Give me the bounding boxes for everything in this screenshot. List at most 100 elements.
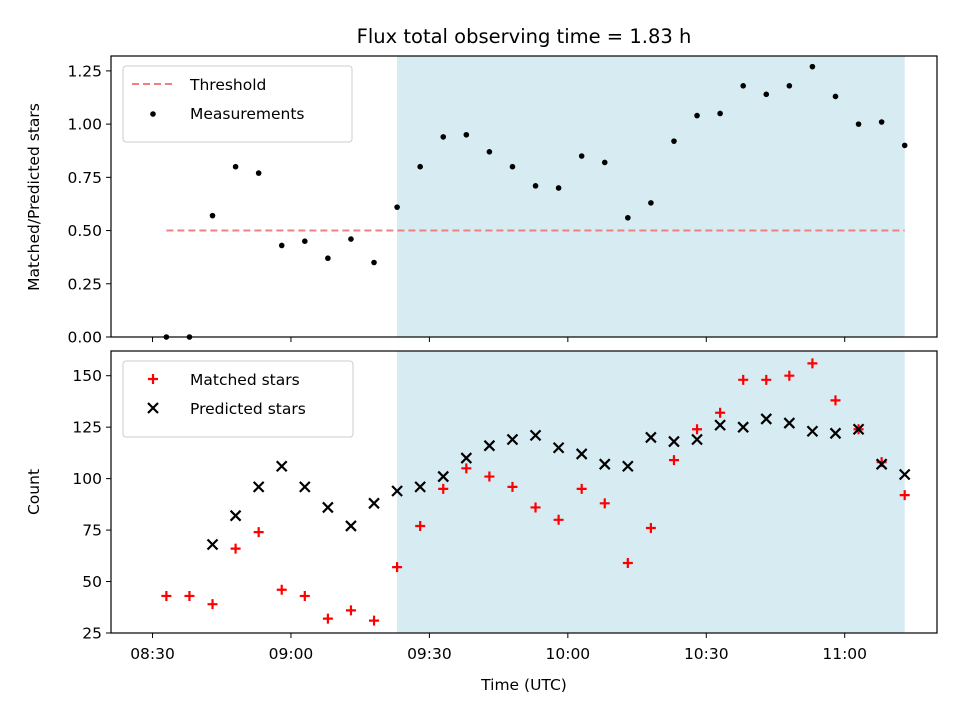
legend-box: [122, 360, 354, 438]
matched-stars-point: [415, 520, 426, 531]
matched-stars-point: [645, 523, 656, 534]
measurement-point: [463, 131, 470, 138]
y-tick-label: 150: [72, 367, 102, 385]
predicted-stars-point: [760, 413, 773, 425]
legend-label: Measurements: [190, 105, 305, 123]
predicted-stars-point: [529, 429, 542, 442]
x-tick-label: 10:30: [684, 645, 729, 663]
measurement-point: [486, 148, 493, 155]
predicted-stars-point: [437, 470, 450, 483]
predicted-stars-point: [783, 417, 796, 429]
measurement-point: [325, 255, 331, 262]
y-tick-label: 1.00: [67, 116, 102, 134]
y-tick-label: 50: [82, 573, 102, 591]
predicted-stars-point: [552, 441, 565, 454]
x-tick-label: 09:30: [407, 645, 452, 663]
matched-stars-point: [253, 527, 264, 538]
top-chart-title: Flux total observing time = 1.83 h: [357, 25, 692, 48]
matched-stars-point: [738, 374, 749, 385]
predicted-stars-point: [898, 468, 911, 481]
measurement-point: [232, 163, 239, 170]
measurement-point: [532, 183, 539, 189]
matched-stars-point: [184, 590, 195, 601]
bottom-y-axis-label: Count: [25, 469, 43, 515]
measurement-point: [625, 214, 631, 221]
legend-measurement-swatch: [150, 111, 156, 117]
measurement-point: [901, 142, 908, 149]
matched-stars-point: [576, 483, 587, 494]
predicted-stars-point: [229, 509, 242, 522]
top-legend: Threshold Measurements: [122, 65, 353, 143]
x-tick-label: 11:00: [822, 645, 867, 663]
matched-stars-point: [899, 490, 910, 501]
measurement-point: [440, 134, 447, 140]
matched-stars-point: [807, 358, 818, 369]
matched-stars-point: [692, 424, 703, 435]
predicted-stars-point: [252, 481, 265, 493]
plot-frame: [110, 55, 938, 338]
measurement-point: [601, 159, 608, 166]
x-tick-label: 08:30: [130, 645, 175, 663]
matched-stars-point: [369, 615, 380, 626]
x-tick-label: 09:00: [269, 645, 314, 663]
measurement-point: [878, 119, 885, 125]
predicted-stars-point: [598, 458, 611, 470]
matched-stars-point: [622, 558, 633, 569]
predicted-stars-point: [368, 497, 380, 510]
legend-predicted-swatch: [147, 402, 159, 414]
matched-stars-point: [322, 613, 333, 624]
y-tick-label: 0.75: [67, 169, 102, 187]
measurement-point: [371, 259, 377, 266]
matched-stars-point: [530, 502, 541, 513]
measurement-point: [417, 163, 423, 170]
measurement-point: [763, 91, 770, 98]
predicted-stars-point: [691, 433, 703, 446]
series-predicted-stars: [206, 413, 911, 551]
top-y-axis-label: Matched/Predicted stars: [25, 103, 43, 291]
measurement-point: [717, 110, 723, 117]
y-tick-label: 75: [82, 522, 102, 540]
measurement-point: [278, 242, 285, 249]
y-tick-label: 0.25: [67, 275, 102, 293]
legend-label: Matched stars: [190, 371, 300, 389]
matched-stars-point: [299, 590, 310, 601]
predicted-stars-point: [645, 431, 657, 444]
matched-stars-point: [553, 514, 564, 525]
predicted-stars-point: [575, 448, 588, 460]
measurement-point: [578, 153, 585, 159]
predicted-stars-point: [806, 425, 819, 438]
matched-stars-point: [438, 483, 449, 494]
matched-stars-point: [507, 481, 518, 492]
measurement-point: [855, 121, 862, 127]
measurement-point: [809, 63, 816, 70]
measurement-point: [209, 212, 216, 219]
predicted-stars-point: [714, 419, 726, 431]
predicted-stars-point: [414, 481, 426, 493]
y-tick-label: 0.00: [67, 329, 102, 347]
predicted-stars-point: [275, 460, 288, 473]
measurement-point: [694, 112, 700, 119]
legend-label: Threshold: [189, 76, 266, 94]
measurement-point: [302, 238, 308, 245]
measurement-point: [348, 236, 354, 242]
predicted-stars-point: [483, 439, 496, 452]
y-tick-label: 1.25: [67, 62, 102, 80]
observing-window-shade: [397, 56, 905, 337]
predicted-stars-point: [737, 421, 749, 433]
predicted-stars-point: [852, 423, 865, 435]
measurement-point: [255, 170, 262, 176]
predicted-stars-point: [322, 501, 334, 514]
legend-label: Predicted stars: [190, 400, 306, 418]
matched-stars-point: [761, 374, 772, 385]
predicted-stars-point: [668, 435, 680, 448]
matched-stars-point: [599, 498, 610, 509]
y-tick-label: 125: [72, 419, 102, 437]
y-tick-label: 100: [72, 470, 102, 488]
matched-stars-point: [668, 455, 679, 466]
matched-stars-point: [276, 584, 287, 595]
matched-stars-point: [461, 463, 472, 474]
measurement-point: [832, 93, 839, 100]
matched-stars-point: [784, 370, 795, 381]
predicted-stars-point: [460, 452, 473, 464]
x-axis-label: Time (UTC): [480, 676, 567, 694]
